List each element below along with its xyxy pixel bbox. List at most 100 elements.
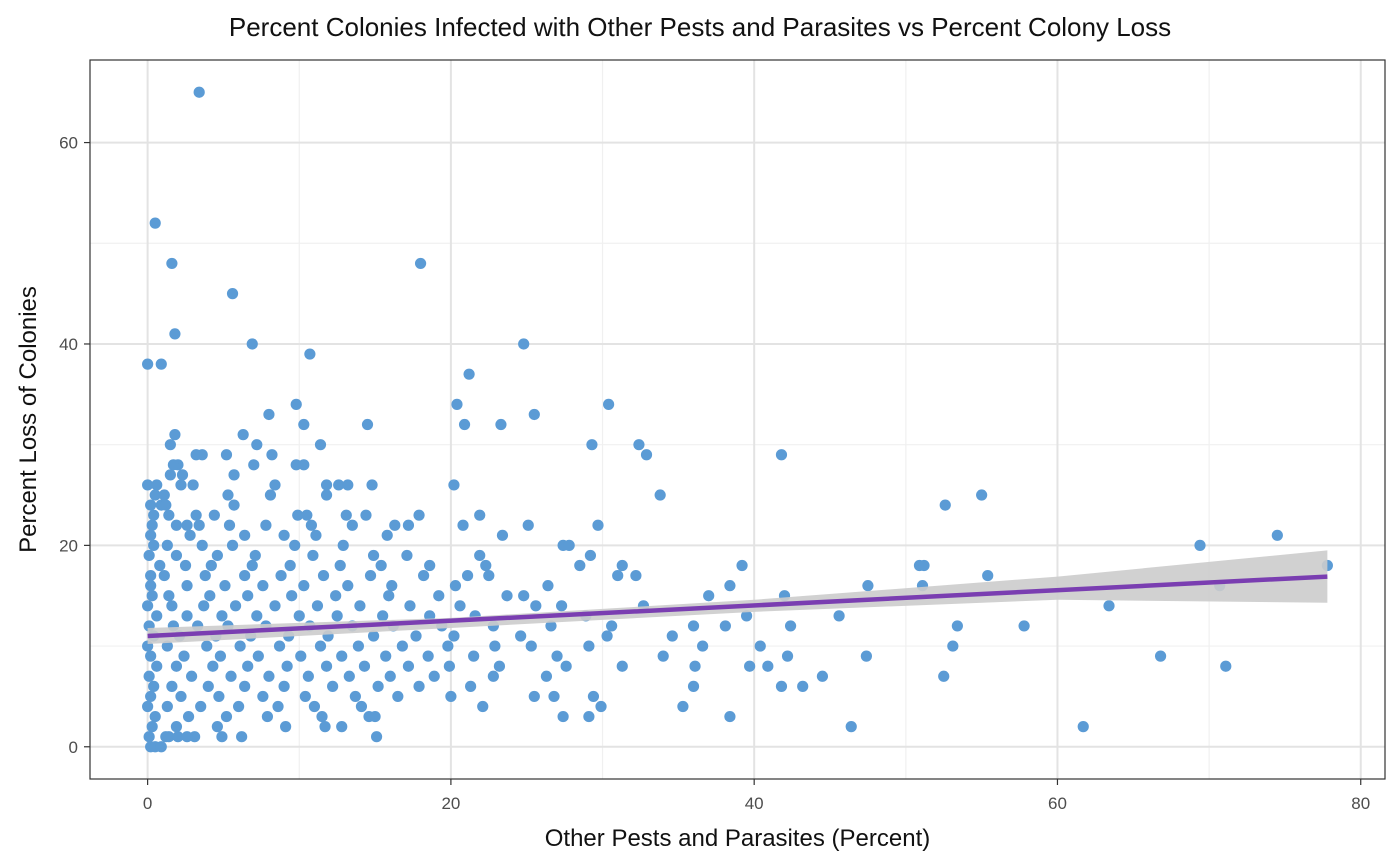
x-tick-label: 20 <box>441 794 460 813</box>
data-point <box>343 670 355 682</box>
data-point <box>616 559 628 572</box>
data-point <box>213 690 225 703</box>
data-point <box>223 519 236 531</box>
data-point <box>257 690 269 703</box>
data-point <box>342 580 354 592</box>
data-point <box>465 680 477 692</box>
chart-title: Percent Colonies Infected with Other Pes… <box>228 12 1172 42</box>
data-point <box>163 509 175 521</box>
data-point <box>657 650 669 662</box>
data-point <box>181 519 193 531</box>
data-point <box>784 620 797 632</box>
data-point <box>161 539 173 551</box>
data-point <box>220 710 233 723</box>
data-point <box>237 429 249 441</box>
data-point <box>448 630 460 642</box>
data-point <box>369 710 381 723</box>
x-tick-label: 40 <box>745 794 764 813</box>
data-point <box>616 660 628 672</box>
data-point <box>319 721 331 733</box>
data-point <box>654 489 666 501</box>
data-point <box>205 559 217 572</box>
data-point <box>410 630 422 642</box>
data-point <box>251 439 263 451</box>
data-point <box>142 358 154 370</box>
data-point <box>310 529 322 541</box>
data-point <box>493 660 506 672</box>
data-point <box>530 600 542 612</box>
data-point <box>474 549 486 562</box>
data-point <box>266 449 278 461</box>
data-point <box>603 398 615 410</box>
data-point <box>528 690 540 703</box>
data-point <box>612 569 624 582</box>
data-point <box>762 660 774 672</box>
data-point <box>154 559 166 572</box>
data-point <box>222 489 234 501</box>
data-point <box>228 469 240 481</box>
data-point <box>149 710 161 723</box>
data-point <box>196 449 208 461</box>
data-point <box>160 499 172 511</box>
data-point <box>396 640 408 652</box>
data-point <box>422 650 434 662</box>
data-point <box>542 580 554 592</box>
data-point <box>289 539 301 551</box>
data-point <box>606 620 618 632</box>
data-point <box>522 519 534 531</box>
data-point <box>196 539 208 551</box>
data-point <box>307 549 319 562</box>
data-point <box>595 700 607 713</box>
data-point <box>163 590 175 602</box>
data-point <box>483 569 495 582</box>
data-point <box>381 529 393 541</box>
data-point <box>1154 650 1167 662</box>
data-point <box>226 288 239 300</box>
data-point <box>736 559 748 572</box>
data-point <box>252 650 264 662</box>
data-point <box>360 509 372 521</box>
data-point <box>228 499 240 511</box>
data-point <box>170 660 183 672</box>
data-point <box>1103 600 1115 612</box>
data-point <box>402 660 415 672</box>
data-point <box>457 519 469 531</box>
data-point <box>860 650 872 662</box>
data-point <box>354 600 366 612</box>
data-point <box>216 610 228 622</box>
data-point <box>1077 721 1089 733</box>
regression-line <box>147 574 1328 639</box>
data-point <box>833 610 845 622</box>
data-point <box>145 569 157 582</box>
data-point <box>496 529 509 541</box>
data-point <box>689 660 701 672</box>
data-point <box>413 680 425 692</box>
data-point <box>146 590 158 602</box>
data-point <box>451 398 463 410</box>
data-point <box>327 680 339 692</box>
data-point <box>938 670 950 682</box>
x-tick-label: 80 <box>1351 794 1370 813</box>
data-point <box>697 640 709 652</box>
data-point <box>418 569 430 582</box>
data-point <box>367 549 380 562</box>
data-point <box>349 690 361 703</box>
data-point <box>548 690 560 703</box>
data-point <box>414 257 427 270</box>
data-point <box>170 549 183 562</box>
data-point <box>951 620 963 632</box>
data-point <box>146 519 158 531</box>
data-point <box>583 640 595 652</box>
data-point <box>169 429 181 441</box>
data-point <box>146 721 158 733</box>
data-point <box>304 348 316 360</box>
data-point <box>145 499 157 511</box>
data-point <box>487 670 499 682</box>
data-point <box>293 610 305 622</box>
x-axis-title: Other Pests and Parasites (Percent) <box>545 825 931 852</box>
data-point <box>216 731 228 743</box>
data-point <box>195 700 207 713</box>
fit-layer <box>147 550 1328 645</box>
data-point <box>583 710 595 723</box>
data-point <box>193 519 205 531</box>
